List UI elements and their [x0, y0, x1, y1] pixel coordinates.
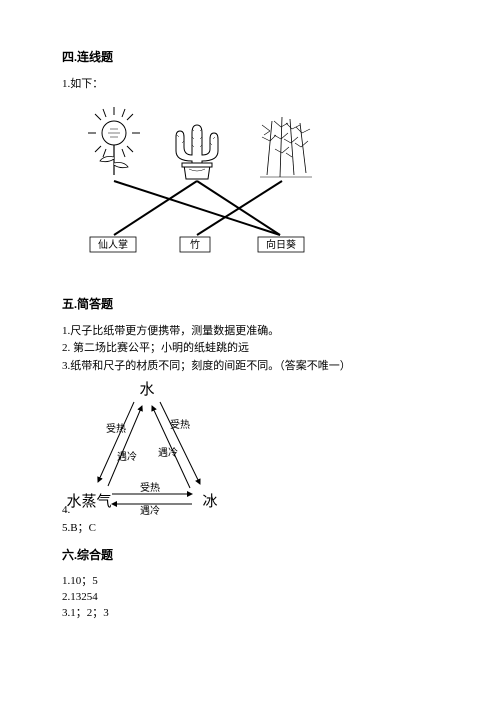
matching-lines	[114, 181, 282, 235]
label-xrs: 仙人掌	[98, 238, 128, 251]
node-left: 水蒸气	[66, 493, 111, 510]
section-4: 四.连线题 1.如下：	[62, 48, 438, 273]
triangle-svg: 水 水蒸气 冰 受热 遇冷 受热 遇冷 受热 遇冷	[62, 378, 232, 518]
section-5-title: 五.简答题	[62, 295, 438, 313]
section-6-answers: 1.10；5 2.13254 3.1；2；3	[62, 574, 438, 621]
a5-1: 1.尺子比纸带更方便携带，测量数据更准确。	[62, 323, 438, 340]
a6-1: 1.10；5	[62, 574, 438, 589]
a6-3: 3.1；2；3	[62, 606, 438, 621]
a5-5: 5.B；C	[62, 520, 438, 537]
matching-figure: 仙人掌 竹 向日葵	[62, 103, 438, 273]
edge-left-down: 遇冷	[117, 450, 137, 463]
edge-bottom-down: 遇冷	[140, 504, 160, 517]
section-5-answers: 1.尺子比纸带更方便携带，测量数据更准确。 2. 第二场比赛公平；小明的纸蛙跳的…	[62, 323, 438, 537]
edge-right-down: 遇冷	[158, 446, 178, 459]
sunflower-icon	[88, 107, 140, 175]
label-zhu: 竹	[190, 238, 200, 251]
a6-2: 2.13254	[62, 590, 438, 605]
bamboo-icon	[260, 117, 312, 177]
label-boxes: 仙人掌 竹 向日葵	[90, 237, 304, 252]
section-5: 五.简答题 1.尺子比纸带更方便携带，测量数据更准确。 2. 第二场比赛公平；小…	[62, 295, 438, 537]
q1-prefix: 1.如下：	[62, 76, 438, 93]
node-top: 水	[139, 381, 154, 398]
section-6: 六.综合题 1.10；5 2.13254 3.1；2；3	[62, 546, 438, 621]
edge-bottom-up: 受热	[140, 481, 160, 494]
matching-svg: 仙人掌 竹 向日葵	[62, 103, 322, 273]
cactus-icon	[176, 125, 218, 179]
node-right: 冰	[202, 493, 217, 510]
section-4-title: 四.连线题	[62, 48, 438, 66]
edge-right-up: 受热	[170, 418, 190, 431]
water-triangle-figure: 水 水蒸气 冰 受热 遇冷 受热 遇冷 受热 遇冷	[62, 378, 438, 518]
label-xrk: 向日葵	[266, 238, 296, 251]
section-6-title: 六.综合题	[62, 546, 438, 564]
a5-3: 3.纸带和尺子的材质不同；刻度的间距不同。（答案不唯一）	[62, 358, 438, 375]
edge-left-up: 受热	[106, 422, 126, 435]
a5-2: 2. 第二场比赛公平；小明的纸蛙跳的远	[62, 340, 438, 357]
